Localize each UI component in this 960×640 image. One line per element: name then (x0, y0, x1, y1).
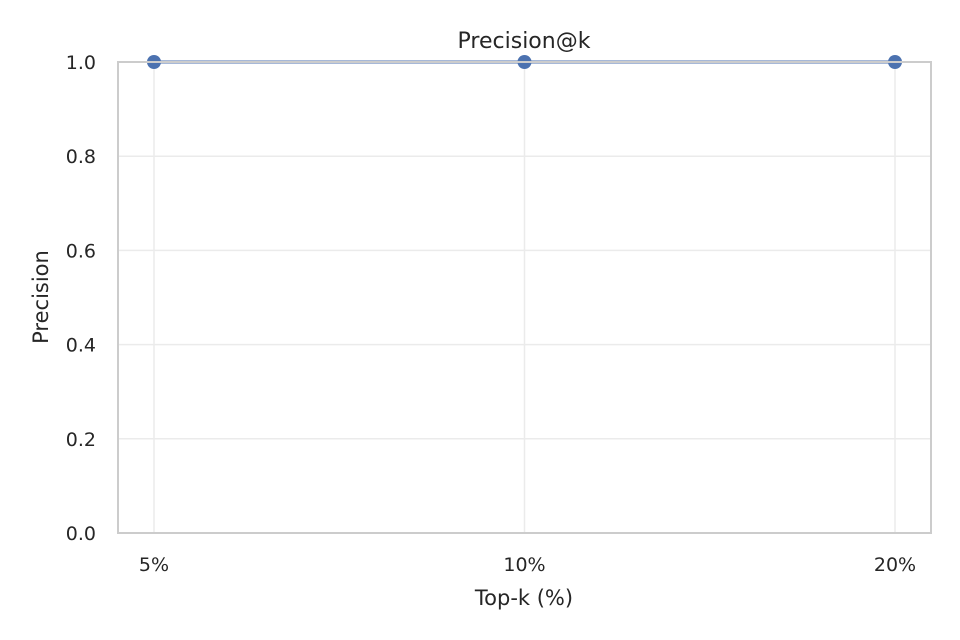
x-tick-label: 20% (874, 554, 916, 576)
y-tick-label: 0.2 (66, 429, 96, 451)
y-tick-label: 0.8 (66, 146, 96, 168)
x-axis-label: Top-k (%) (474, 586, 573, 610)
x-axis-ticks: 5% 10% 20% (139, 554, 916, 576)
x-gridlines (153, 62, 896, 533)
y-axis-label: Precision (29, 250, 53, 344)
y-axis-ticks: 0.0 0.2 0.4 0.6 0.8 1.0 (66, 52, 96, 545)
plot-area (117, 55, 932, 534)
y-tick-label: 0.0 (66, 523, 96, 545)
y-tick-label: 1.0 (66, 52, 96, 74)
chart-title: Precision@k (458, 29, 591, 54)
y-tick-label: 0.4 (66, 335, 96, 357)
x-tick-label: 10% (503, 554, 545, 576)
plot-frame (117, 61, 932, 534)
x-tick-label: 5% (139, 554, 169, 576)
y-tick-label: 0.6 (66, 240, 96, 262)
